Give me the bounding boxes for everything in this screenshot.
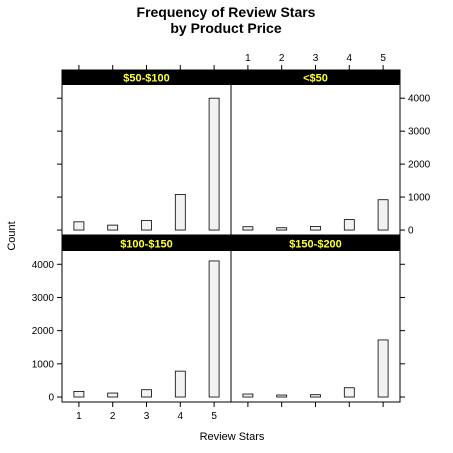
bar-$100-$150-star-4 — [174, 370, 186, 398]
bar-$100-$150-star-1 — [73, 390, 85, 398]
x-tick-label-bottom: 1 — [76, 411, 82, 422]
y-tick-label-left: 3000 — [32, 293, 55, 304]
panels-layer: $50-$100 <$50 $100-$150 $150-$200 1 2 3 4 5 1 2 3 4 5… — [32, 53, 431, 422]
panel-strip — [62, 236, 231, 251]
panel-border — [230, 69, 401, 236]
bar-<$50-star-4 — [343, 219, 355, 231]
x-tick-label-bottom: 5 — [211, 411, 217, 422]
x-tick-label-top: 3 — [313, 53, 319, 64]
y-tick-label-right: 4000 — [408, 94, 431, 105]
x-tick-label-bottom: 3 — [144, 411, 150, 422]
panel-border — [61, 69, 232, 236]
panel-strip-label: <$50 — [303, 73, 328, 85]
panel-border — [230, 235, 401, 403]
y-tick-label-left: 0 — [48, 393, 54, 404]
x-axis-title: Review Stars — [200, 431, 265, 443]
panel-strip-label: $100-$150 — [120, 239, 173, 251]
bar-$100-$150-star-3 — [141, 389, 152, 398]
x-tick-label-top: 1 — [245, 53, 251, 64]
x-tick-label-top: 2 — [279, 53, 285, 64]
panel-strip — [231, 236, 400, 251]
panel-strip-label: $150-$200 — [289, 239, 342, 251]
x-tick-label-bottom: 2 — [110, 411, 116, 422]
x-tick-label-bottom: 4 — [178, 411, 184, 422]
panel-border — [61, 235, 232, 403]
bar-$150-$200-star-5 — [377, 339, 389, 398]
y-tick-label-right: 3000 — [408, 127, 431, 138]
y-tick-label-right: 2000 — [408, 160, 431, 171]
bar-<$50-star-1 — [242, 226, 254, 231]
x-tick-label-top: 5 — [380, 53, 386, 64]
bar-$50-$100-star-3 — [141, 220, 152, 231]
bar-<$50-star-5 — [377, 199, 389, 231]
panel-strip — [231, 70, 400, 85]
chart-title-line-2: by Product Price — [170, 20, 281, 36]
y-tick-label-left: 4000 — [32, 260, 55, 271]
bar-$50-$100-star-2 — [107, 224, 119, 231]
x-tick-label-top: 4 — [347, 53, 353, 64]
bar-$150-$200-star-2 — [276, 394, 288, 398]
bar-$50-$100-star-5 — [208, 97, 220, 231]
bar-$150-$200-star-4 — [343, 387, 355, 398]
bar-<$50-star-2 — [276, 227, 288, 231]
y-tick-label-right: 1000 — [408, 193, 431, 204]
bar-$50-$100-star-1 — [73, 221, 85, 231]
bar-$100-$150-star-2 — [107, 392, 119, 398]
bar-$50-$100-star-4 — [174, 194, 186, 231]
bar-$100-$150-star-5 — [208, 260, 220, 398]
panel-strip-label: $50-$100 — [123, 73, 170, 85]
chart-title-line-1: Frequency of Review Stars — [137, 4, 316, 20]
bar-$150-$200-star-3 — [310, 394, 321, 398]
bar-$150-$200-star-1 — [242, 393, 254, 398]
y-tick-label-left: 1000 — [32, 359, 55, 370]
y-tick-label-right: 0 — [408, 226, 414, 237]
panel-strip — [62, 70, 231, 85]
bar-<$50-star-3 — [310, 226, 321, 231]
y-tick-label-left: 2000 — [32, 326, 55, 337]
y-axis-title: Count — [6, 221, 18, 250]
